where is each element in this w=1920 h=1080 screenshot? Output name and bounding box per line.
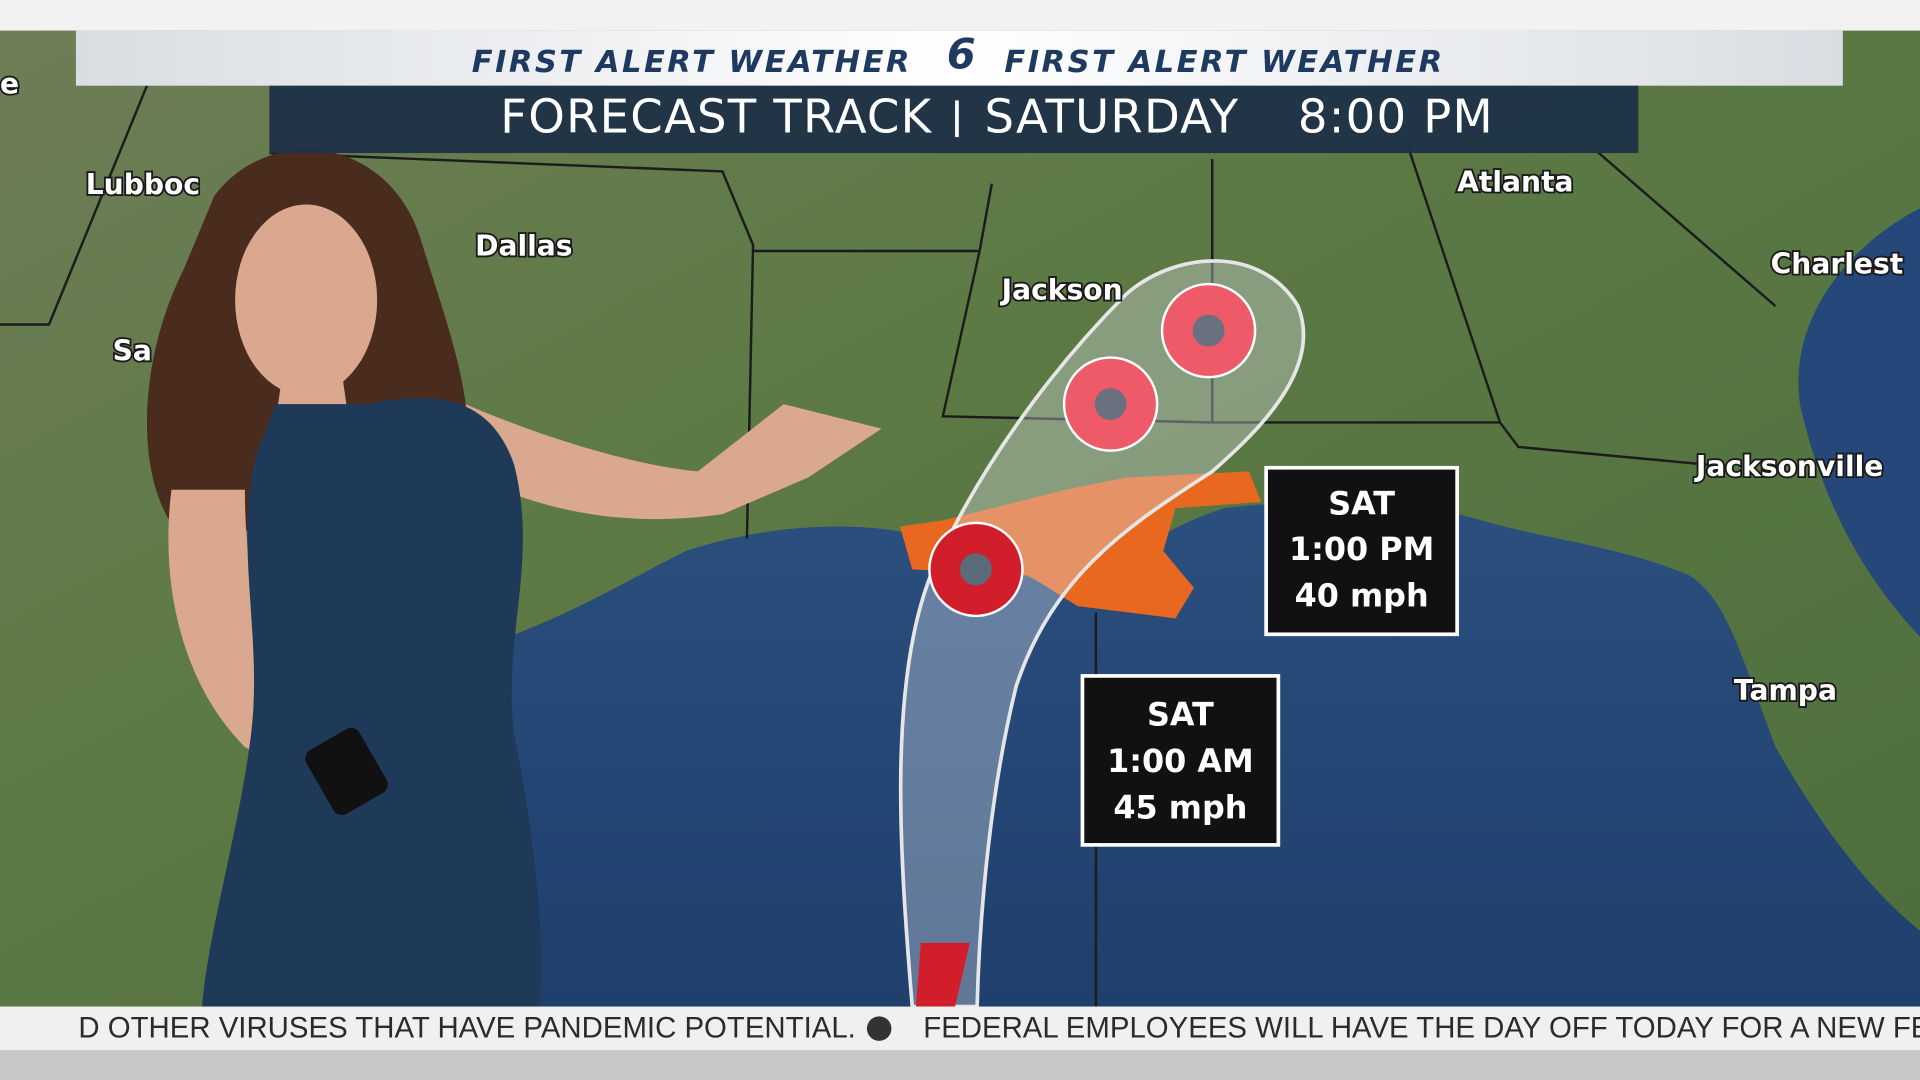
banner-text: FIRST ALERT WEATHER <box>472 45 912 80</box>
title: FORECAST TRACK <box>500 90 932 144</box>
storm-icons <box>915 282 1257 1007</box>
title-time: 8:00 PM <box>1298 90 1494 144</box>
city-label: Charlest <box>1771 248 1904 281</box>
peacock-logo <box>866 1016 892 1041</box>
city-label: Jackson <box>1000 273 1123 306</box>
box-frame <box>1264 465 1459 637</box>
title-divider <box>955 100 959 138</box>
city-label: Sa <box>113 335 152 368</box>
forecast-box: SAT 1:00 AM 45 mph <box>1080 674 1281 847</box>
storm-icon <box>915 942 970 1007</box>
ticker-text: D OTHER VIRUSES THAT HAVE PANDEMIC POTEN… <box>78 1012 855 1045</box>
city-label: Lubboc <box>86 168 200 201</box>
forecast-box: SAT 1:00 PM 40 mph <box>1264 465 1459 637</box>
ticker-text: FEDERAL EMPLOYEES WILL HAVE THE DAY OFF … <box>923 1012 1920 1045</box>
station-logo: 6 <box>947 30 976 79</box>
top-strip <box>0 0 1920 31</box>
ticker-bar <box>0 1006 1920 1051</box>
ticker-footer <box>0 1050 1920 1080</box>
storm-warning <box>900 471 1262 619</box>
box-wind: 40 mph <box>1295 577 1429 615</box>
box-wind: 45 mph <box>1113 788 1247 826</box>
city-label: Jacksonville <box>1694 450 1883 483</box>
face <box>235 204 378 396</box>
title-bar <box>269 85 1639 154</box>
city-label: Dallas <box>475 229 572 262</box>
city-label: e <box>0 68 19 101</box>
storm-eye <box>1192 314 1225 347</box>
city-label: Tampa <box>1734 674 1837 707</box>
arm <box>168 489 380 784</box>
box-day: SAT <box>1328 485 1395 523</box>
storm-eye <box>960 553 992 586</box>
presenter <box>146 149 882 1007</box>
atlantic <box>1798 208 1920 637</box>
arm <box>465 404 882 520</box>
dress <box>202 398 541 1007</box>
box-time: 1:00 AM <box>1107 742 1254 780</box>
banner <box>75 30 1843 86</box>
title-day: SATURDAY <box>984 90 1239 144</box>
box-time: 1:00 PM <box>1289 530 1434 568</box>
box-day: SAT <box>1147 695 1214 733</box>
box-frame <box>1080 674 1281 847</box>
city-label: Atlanta <box>1457 166 1573 199</box>
clicker <box>305 727 388 815</box>
forecast-cone <box>898 259 1306 1009</box>
banner-text: FIRST ALERT WEATHER <box>1004 45 1444 80</box>
storm-eye <box>1094 388 1127 420</box>
